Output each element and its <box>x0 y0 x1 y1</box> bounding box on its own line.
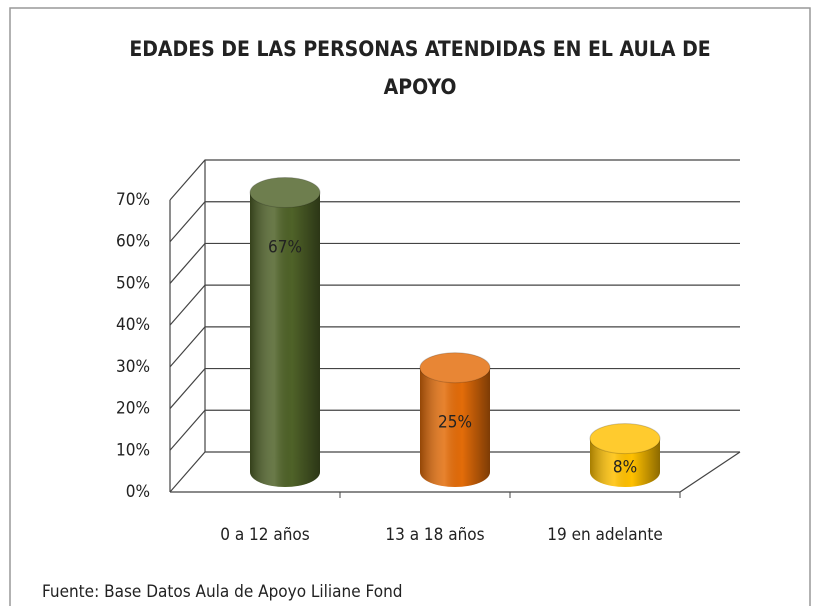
y-tick-label: 20% <box>116 399 150 419</box>
bar-top <box>419 352 491 384</box>
chart-title: EDADES DE LAS PERSONAS ATENDIDAS EN EL A… <box>129 37 710 99</box>
bar-shade <box>420 367 490 487</box>
y-tick-label: 60% <box>116 232 150 252</box>
cylinder <box>249 177 321 487</box>
x-tick-label: 13 a 18 años <box>385 525 484 545</box>
bar-top-light <box>250 177 320 208</box>
bar-shade <box>250 192 320 487</box>
bar-top-light <box>590 423 660 454</box>
source-note: Fuente: Base Datos Aula de Apoyo Liliane… <box>42 582 402 602</box>
y-tick-label: 40% <box>116 315 150 335</box>
y-tick-label: 70% <box>116 190 150 210</box>
data-label: 8% <box>613 457 637 477</box>
bar-top-light <box>420 352 490 383</box>
data-label: 25% <box>438 413 472 433</box>
frame <box>9 7 811 606</box>
bar-top <box>249 177 321 209</box>
cylinder <box>419 352 491 487</box>
y-tick-label: 50% <box>116 273 150 293</box>
data-label: 67% <box>268 238 302 258</box>
y-tick-label: 30% <box>116 357 150 377</box>
y-tick-label: 10% <box>116 440 150 460</box>
bar-top <box>589 423 661 455</box>
x-tick-label: 0 a 12 años <box>220 525 310 545</box>
cylinder <box>589 423 661 487</box>
y-tick-label: 0% <box>126 482 150 502</box>
x-tick-label: 19 en adelante <box>547 525 663 545</box>
